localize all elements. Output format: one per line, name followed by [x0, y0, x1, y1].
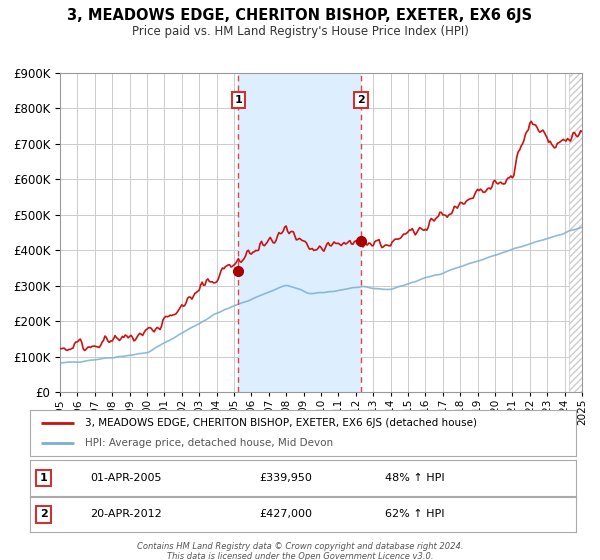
Text: HPI: Average price, detached house, Mid Devon: HPI: Average price, detached house, Mid … [85, 438, 333, 449]
Text: £427,000: £427,000 [259, 510, 313, 519]
Text: 2: 2 [40, 510, 47, 519]
Text: Price paid vs. HM Land Registry's House Price Index (HPI): Price paid vs. HM Land Registry's House … [131, 25, 469, 38]
Text: 3, MEADOWS EDGE, CHERITON BISHOP, EXETER, EX6 6JS: 3, MEADOWS EDGE, CHERITON BISHOP, EXETER… [67, 8, 533, 24]
Text: 3, MEADOWS EDGE, CHERITON BISHOP, EXETER, EX6 6JS (detached house): 3, MEADOWS EDGE, CHERITON BISHOP, EXETER… [85, 418, 476, 428]
Text: 01-APR-2005: 01-APR-2005 [90, 473, 161, 483]
Bar [238, 73, 361, 392]
Text: Contains HM Land Registry data © Crown copyright and database right 2024.
This d: Contains HM Land Registry data © Crown c… [137, 542, 463, 560]
Text: 62% ↑ HPI: 62% ↑ HPI [385, 510, 445, 519]
Text: 1: 1 [235, 95, 242, 105]
Text: 20-APR-2012: 20-APR-2012 [90, 510, 162, 519]
Bar [569, 73, 582, 392]
Text: 2: 2 [357, 95, 365, 105]
Text: £339,950: £339,950 [259, 473, 312, 483]
Text: 48% ↑ HPI: 48% ↑ HPI [385, 473, 445, 483]
Text: 1: 1 [40, 473, 47, 483]
